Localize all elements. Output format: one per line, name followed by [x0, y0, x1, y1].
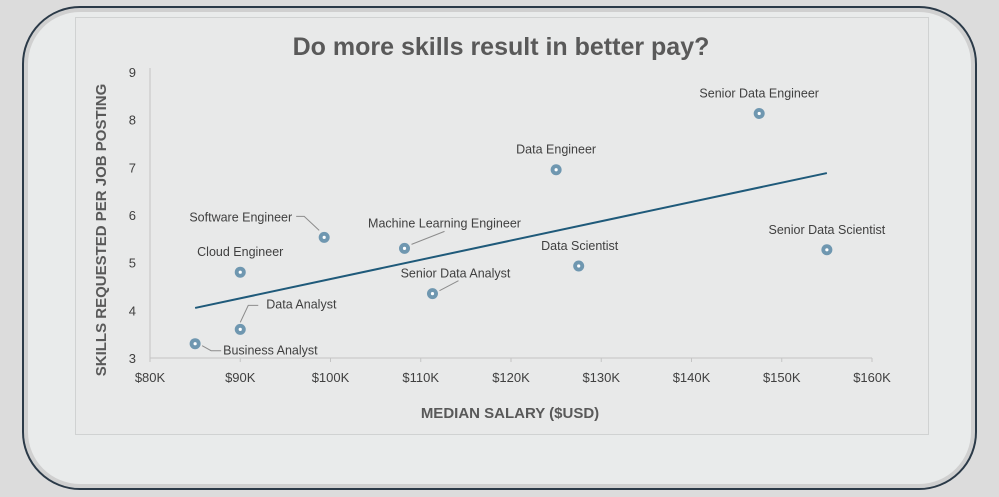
x-tick-label: $120K	[492, 370, 530, 385]
x-tick-label: $100K	[312, 370, 350, 385]
y-axis-title: SKILLS REQUESTED PER JOB POSTING	[93, 84, 110, 377]
label-leader-line	[239, 304, 259, 323]
x-tick-label: $110K	[402, 370, 439, 385]
data-label: Senior Data Scientist	[769, 223, 886, 237]
data-label: Senior Data Engineer	[699, 86, 819, 100]
data-label: Cloud Engineer	[197, 245, 283, 259]
chart-area	[75, 17, 929, 435]
data-point-center	[757, 111, 761, 116]
x-tick-label: $90K	[225, 370, 256, 385]
x-tick-label: $130K	[582, 370, 620, 385]
data-label: Senior Data Analyst	[401, 267, 511, 281]
trendline	[194, 172, 828, 309]
y-tick-label: 7	[129, 160, 136, 175]
data-point-center	[238, 270, 242, 274]
label-leader-line	[201, 345, 222, 352]
data-label: Machine Learning Engineer	[368, 216, 521, 230]
data-label: Business Analyst	[223, 344, 318, 358]
data-point-center	[825, 248, 829, 252]
y-tick-label: 4	[129, 303, 136, 318]
x-tick-label: $160K	[853, 370, 891, 385]
label-leader-line	[411, 230, 445, 245]
y-tick-label: 6	[129, 208, 136, 223]
y-tick-label: 9	[129, 65, 136, 80]
y-tick-label: 3	[129, 351, 136, 366]
data-label: Data Engineer	[516, 143, 596, 157]
x-axis-title: MEDIAN SALARY ($USD)	[421, 405, 599, 422]
chart-title: Do more skills result in better pay?	[293, 33, 710, 61]
data-label: Data Analyst	[266, 297, 337, 311]
data-point-center	[402, 246, 407, 250]
data-point-center	[577, 264, 581, 268]
y-tick-label: 5	[129, 256, 136, 271]
data-label: Software Engineer	[189, 210, 292, 224]
x-tick-label: $80K	[135, 370, 166, 385]
data-point-center	[430, 292, 435, 296]
data-point-center	[193, 342, 197, 346]
data-point-center	[238, 327, 242, 331]
x-tick-label: $150K	[763, 370, 801, 385]
label-leader-line	[439, 280, 459, 292]
y-tick-label: 8	[129, 113, 136, 128]
x-tick-label: $140K	[673, 370, 711, 385]
data-point-center	[322, 235, 326, 240]
label-leader-line	[296, 215, 320, 231]
data-point-center	[554, 168, 558, 172]
data-label: Data Scientist	[541, 239, 619, 253]
